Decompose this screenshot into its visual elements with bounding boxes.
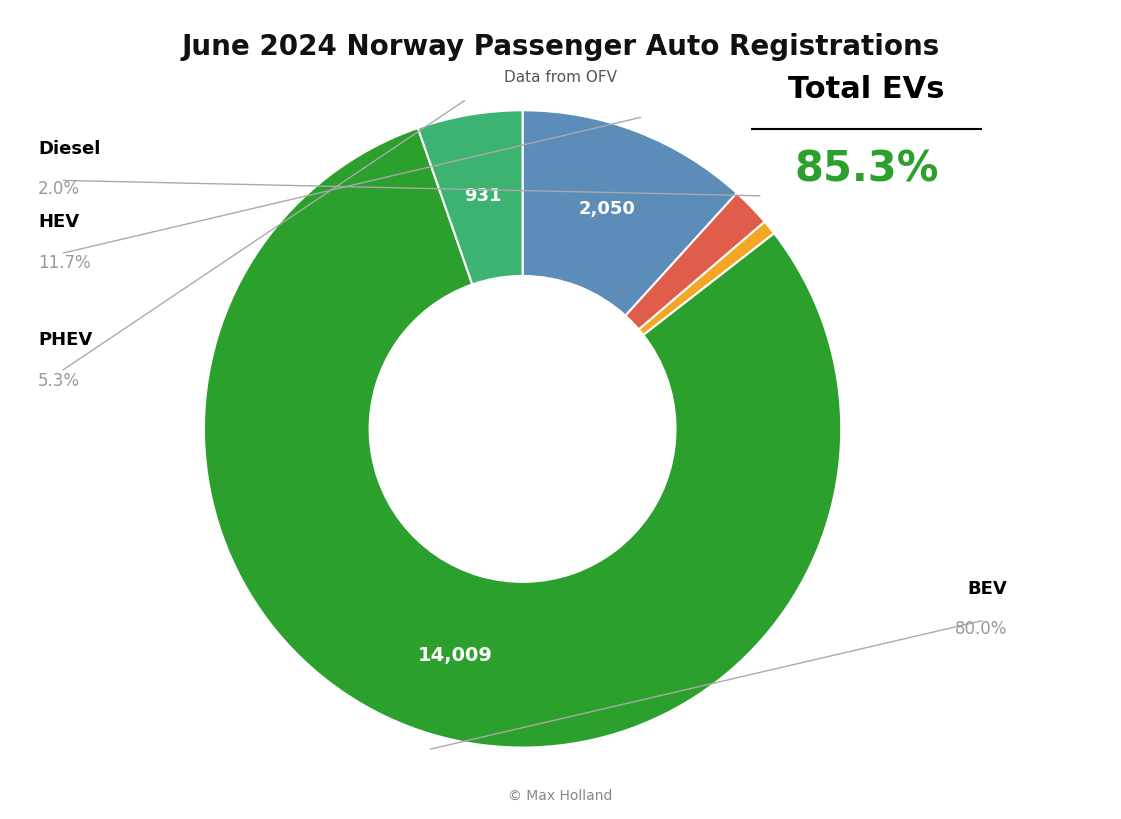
Text: Diesel: Diesel bbox=[38, 140, 101, 158]
Wedge shape bbox=[626, 193, 765, 329]
Text: HEV: HEV bbox=[38, 214, 80, 231]
Text: BEV: BEV bbox=[967, 580, 1007, 598]
Text: Total EVs: Total EVs bbox=[788, 75, 945, 104]
Text: © Max Holland: © Max Holland bbox=[508, 789, 613, 803]
Text: 2.0%: 2.0% bbox=[38, 180, 81, 198]
Text: 931: 931 bbox=[464, 188, 502, 206]
Wedge shape bbox=[204, 128, 841, 748]
Text: PHEV: PHEV bbox=[38, 331, 93, 349]
Text: 11.7%: 11.7% bbox=[38, 254, 91, 272]
Wedge shape bbox=[639, 222, 775, 335]
Text: June 2024 Norway Passenger Auto Registrations: June 2024 Norway Passenger Auto Registra… bbox=[182, 33, 939, 61]
Wedge shape bbox=[418, 111, 522, 284]
Text: 85.3%: 85.3% bbox=[795, 148, 939, 191]
Text: 80.0%: 80.0% bbox=[955, 620, 1007, 638]
Text: 2,050: 2,050 bbox=[580, 200, 636, 218]
Text: Data from OFV: Data from OFV bbox=[504, 70, 617, 84]
Text: 5.3%: 5.3% bbox=[38, 372, 81, 390]
Text: 14,009: 14,009 bbox=[418, 645, 493, 664]
Wedge shape bbox=[522, 111, 736, 315]
